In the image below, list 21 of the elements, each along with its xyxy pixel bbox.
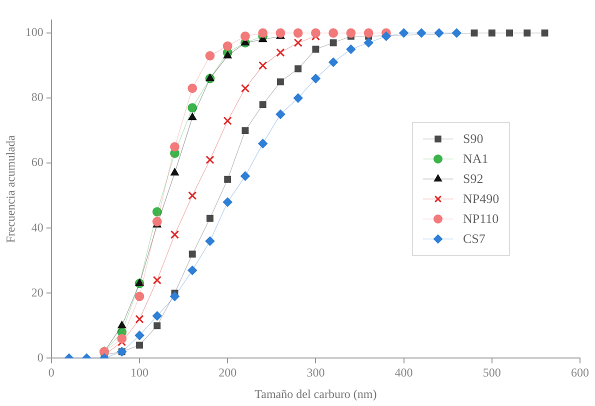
y-tick-label: 40	[31, 220, 44, 234]
x-axis-title: Tamaño del carburo (nm)	[254, 386, 377, 401]
y-tick-label: 100	[25, 25, 44, 40]
legend-label: S92	[463, 171, 484, 188]
y-tick-label: 20	[31, 285, 44, 300]
legend-label: NA1	[463, 151, 488, 168]
y-tick-label: 60	[31, 155, 44, 170]
y-tick-label: 80	[31, 90, 44, 104]
y-tick-label: 0	[37, 350, 44, 364]
y-axis-title: Frecuencia acumulada	[3, 134, 18, 243]
legend-label: CS7	[463, 231, 486, 248]
x-tick-label: 100	[130, 366, 148, 380]
x-tick-label: 400	[394, 366, 413, 380]
x-tick-label: 200	[218, 366, 237, 380]
x-tick-label: 600	[571, 366, 589, 380]
x-tick-label: 500	[482, 366, 501, 380]
legend-label: NP490	[463, 191, 500, 208]
x-tick-label: 0	[48, 366, 54, 380]
legend-label: S90	[463, 131, 484, 148]
x-tick-label: 300	[306, 366, 325, 380]
legend-label: NP110	[463, 211, 499, 228]
